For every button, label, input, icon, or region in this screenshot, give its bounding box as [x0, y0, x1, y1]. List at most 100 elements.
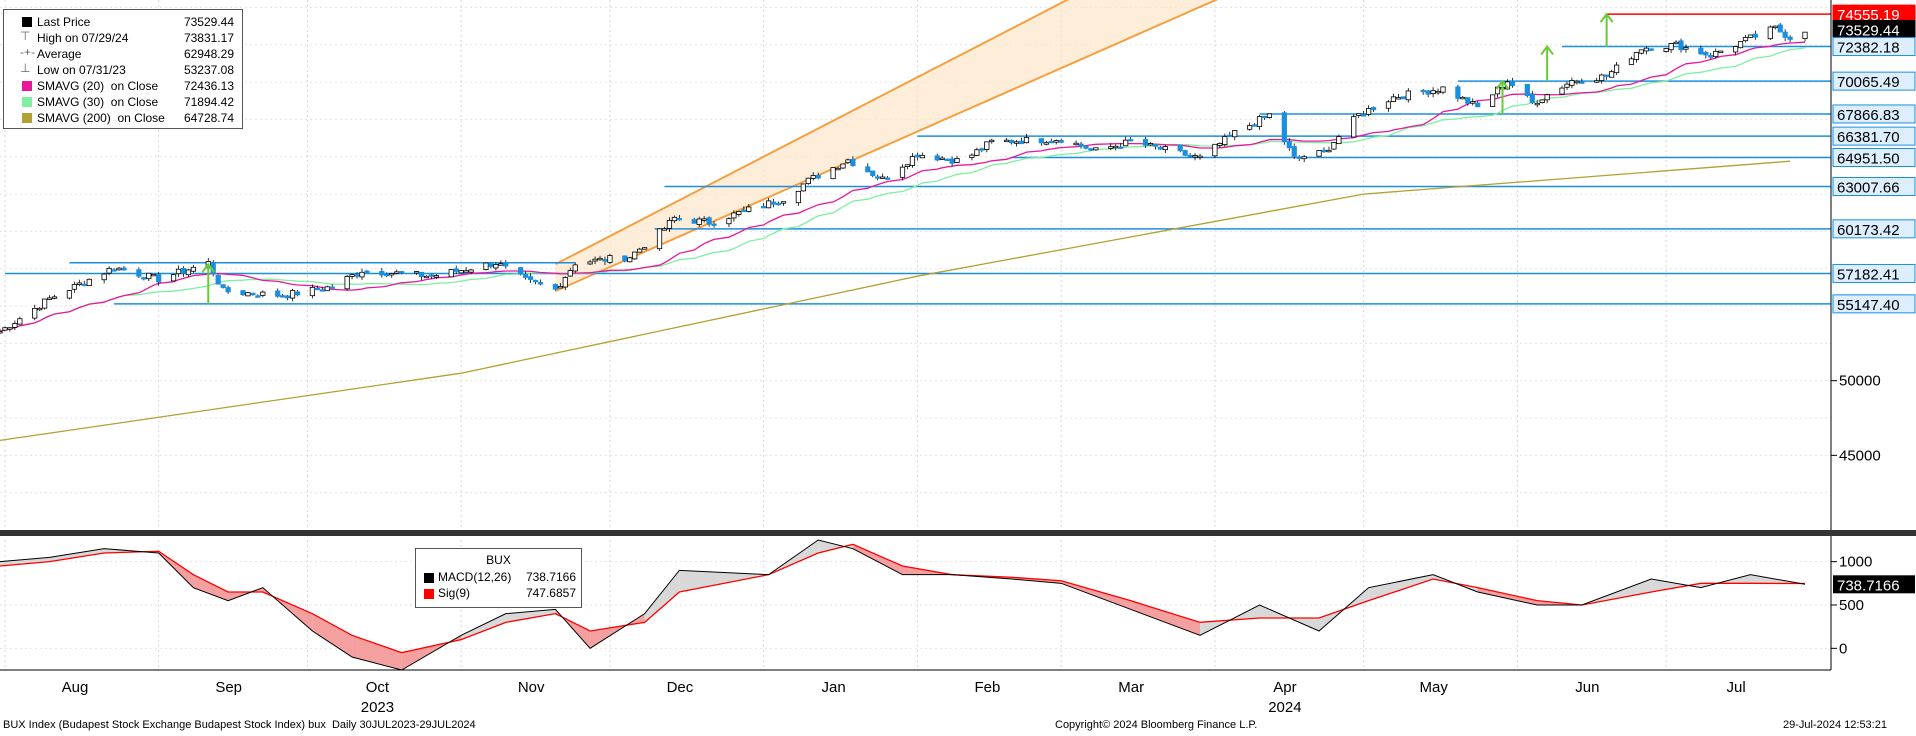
candle-body [632, 251, 638, 260]
candle-body [240, 290, 246, 296]
legend-value: 73831.17 [183, 31, 234, 45]
green-arrow-head [1540, 44, 1554, 56]
candle-body [1291, 146, 1297, 157]
candle-body [592, 258, 598, 262]
candle-body [1609, 71, 1615, 78]
candle-body [726, 218, 732, 225]
level-price-box [1832, 71, 1916, 91]
candle-body [46, 297, 53, 300]
candle-body [1321, 149, 1327, 153]
candle-body [1787, 36, 1793, 40]
candle-body [1004, 139, 1010, 143]
panel-divider [0, 530, 1916, 536]
month-label: Oct [366, 679, 390, 696]
candle-body [622, 255, 628, 262]
signal-swatch [424, 589, 434, 599]
legend-value: 62948.29 [183, 47, 234, 61]
candle-body [805, 177, 811, 184]
candle-body [1628, 58, 1635, 65]
candle-body [1222, 136, 1228, 145]
candle-body [875, 176, 881, 179]
candle-body [1018, 140, 1025, 145]
candle-body [1232, 130, 1238, 138]
candle-body [1177, 144, 1183, 152]
candle-body [1008, 139, 1015, 144]
candle-body [602, 259, 608, 262]
legend-name: Last Price [37, 15, 91, 29]
level-price-box [1832, 147, 1916, 167]
candle-body [503, 262, 509, 267]
candle-body [979, 148, 985, 151]
candle-body [1539, 99, 1545, 103]
candle-body [1395, 97, 1401, 100]
candle-body [1470, 101, 1476, 104]
candle-body [989, 139, 995, 143]
candle-body [285, 295, 291, 299]
candle-body [1489, 94, 1496, 107]
candle-body [42, 298, 48, 309]
candle-body [458, 270, 464, 274]
level-price-label: 73529.44 [1837, 22, 1900, 39]
macd-fill [852, 544, 903, 575]
level-price-label: 55147.40 [1837, 297, 1900, 314]
candle-body [518, 267, 524, 275]
candle-body [314, 287, 320, 291]
candle-body [969, 154, 975, 158]
candle-body [746, 206, 752, 212]
candle-body [562, 277, 568, 288]
legend-value: 72436.13 [183, 79, 234, 93]
level-price-label: 67866.83 [1837, 107, 1900, 124]
candle-body [954, 158, 960, 163]
candle-body [389, 273, 395, 276]
legend-row: Last Price 73529.44 [4, 14, 238, 30]
candle-body [1316, 150, 1322, 157]
candle-body [433, 275, 439, 278]
candle-body [1534, 102, 1540, 106]
candle-body [428, 274, 435, 277]
candle-body [527, 276, 534, 280]
candle-body [294, 291, 301, 296]
level-price-box [1832, 126, 1916, 146]
candle-body [255, 295, 261, 298]
candle-body [106, 267, 112, 274]
candle-body [1336, 136, 1342, 145]
macd-fill [49, 548, 105, 562]
candle-body [121, 267, 127, 271]
level-price-box [1832, 219, 1916, 239]
candle-body [1747, 34, 1754, 38]
candle-body [1385, 101, 1392, 109]
candle-body [1772, 25, 1778, 29]
candle-body [1678, 40, 1684, 51]
candle-body [1351, 116, 1357, 138]
candle-body [1742, 37, 1749, 42]
candle-body [1192, 155, 1198, 158]
legend-name: High on 07/29/24 [37, 31, 129, 45]
channel-upper-line [554, 0, 1070, 266]
candle-body [1390, 96, 1397, 102]
candle-body [1544, 94, 1550, 101]
level-price-label: 63007.66 [1837, 180, 1900, 197]
macd-value-label: 738.7166 [1837, 577, 1900, 594]
legend-swatch [22, 81, 32, 91]
candle-body [354, 274, 360, 277]
candle-body [1266, 113, 1273, 118]
candle-body [384, 273, 390, 277]
macd-fill [644, 570, 680, 623]
candle-body [830, 167, 836, 180]
candle-body [448, 269, 454, 278]
month-label: Dec [667, 679, 694, 696]
month-label: May [1419, 679, 1448, 696]
candle-body [1023, 137, 1030, 144]
candle-body [780, 201, 787, 204]
candle-body [1564, 83, 1570, 88]
candle-body [974, 149, 980, 156]
candle-body [661, 228, 668, 231]
macd-tick-label: 500 [1839, 597, 1864, 614]
candle-body [344, 276, 350, 290]
candle-body [379, 270, 385, 276]
candle-body [850, 158, 856, 167]
candle-body [1197, 155, 1203, 159]
candle-body [1777, 24, 1783, 33]
candle-body [1524, 83, 1530, 96]
candle-body [7, 327, 13, 330]
